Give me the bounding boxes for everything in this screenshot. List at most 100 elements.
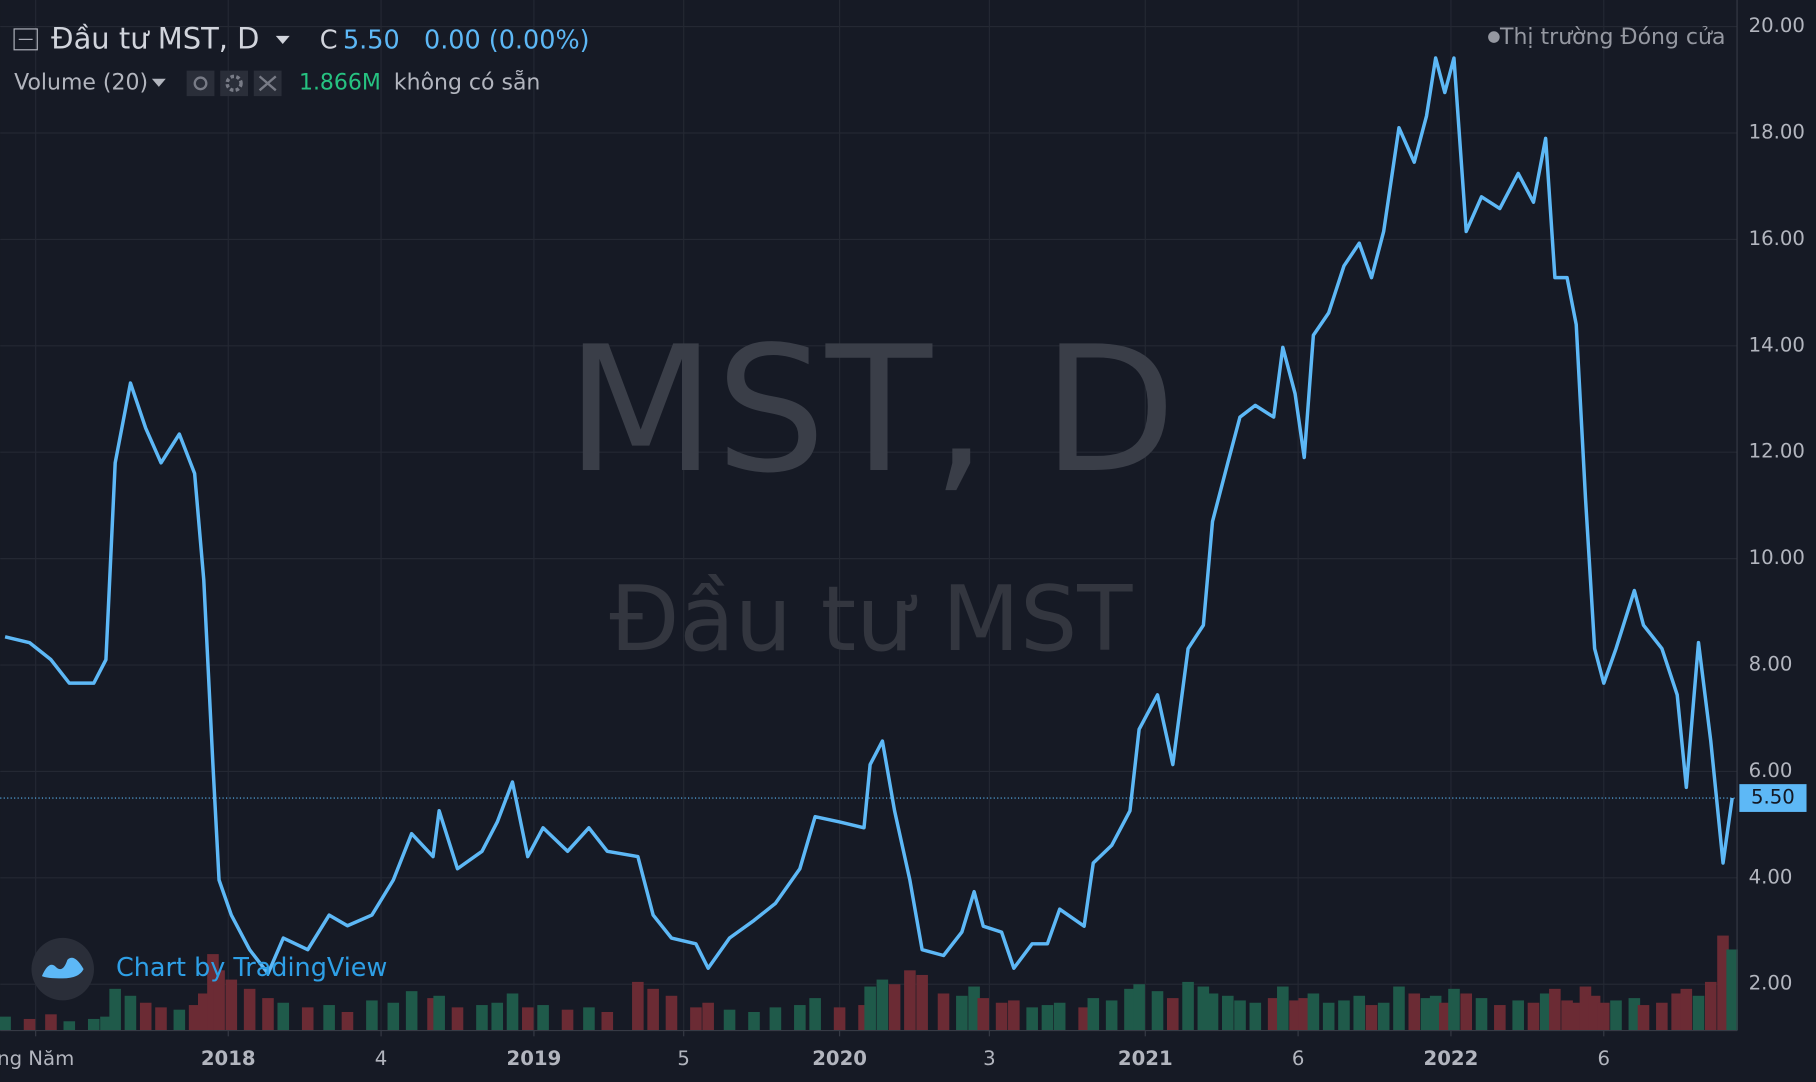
x-tick-label: 4 xyxy=(375,1047,388,1070)
volume-bar xyxy=(207,954,219,1031)
volume-bar xyxy=(1549,988,1561,1031)
y-tick-label: 20.00 xyxy=(1749,14,1805,37)
volume-bar xyxy=(665,995,678,1031)
volume-bar xyxy=(277,1002,290,1031)
volume-bar xyxy=(173,1009,186,1031)
x-tick-label: 2022 xyxy=(1424,1047,1479,1070)
dropdown-icon[interactable] xyxy=(275,35,290,44)
volume-bar xyxy=(1527,1002,1540,1031)
volume-bar xyxy=(1353,995,1366,1031)
volume-bar xyxy=(45,1014,57,1031)
x-tick-label: 2021 xyxy=(1118,1047,1173,1070)
volume-bar xyxy=(1475,998,1488,1031)
volume-bar xyxy=(0,1016,11,1031)
volume-layer xyxy=(0,935,1738,1031)
watermark: MST, D xyxy=(566,309,1176,511)
volume-bar xyxy=(1579,986,1592,1031)
volume-name[interactable]: Volume (20) xyxy=(14,70,148,95)
volume-bar xyxy=(1637,1005,1650,1031)
volume-bar xyxy=(537,1005,549,1031)
volume-bar xyxy=(301,1007,314,1031)
volume-bar xyxy=(1561,1000,1573,1031)
volume-bar xyxy=(1008,1000,1020,1031)
volume-bar xyxy=(341,1012,354,1031)
volume-bar xyxy=(1570,1002,1583,1031)
volume-bar xyxy=(63,1021,76,1031)
volume-bar xyxy=(1671,993,1683,1031)
volume-bar xyxy=(139,1002,152,1031)
volume-bar xyxy=(1133,984,1145,1031)
tradingview-logo xyxy=(41,957,84,979)
grid xyxy=(0,0,1738,1031)
volume-bar xyxy=(1680,988,1693,1031)
volume-bar xyxy=(1377,1002,1390,1031)
volume-bar xyxy=(647,988,659,1031)
volume-bar xyxy=(87,1018,100,1031)
volume-bar xyxy=(124,995,137,1031)
volume-bar xyxy=(451,1007,464,1031)
collapse-icon[interactable] xyxy=(13,28,38,51)
x-tick-label: 5 xyxy=(677,1047,690,1070)
volume-bar xyxy=(1448,988,1460,1031)
volume-bar xyxy=(1365,1005,1378,1031)
volume-bar xyxy=(1298,998,1311,1031)
volume-bar xyxy=(405,991,418,1031)
volume-bar xyxy=(809,998,821,1031)
volume-bar xyxy=(100,1016,112,1031)
volume-bar xyxy=(1182,981,1194,1031)
volume-bar xyxy=(1610,1000,1622,1031)
volume-note: không có sẵn xyxy=(394,69,540,95)
volume-bar xyxy=(243,988,256,1031)
volume-bar xyxy=(561,1009,574,1031)
volume-bar xyxy=(1267,998,1280,1031)
eye-icon xyxy=(193,76,208,91)
y-tick-label: 12.00 xyxy=(1749,440,1805,463)
volume-bar xyxy=(198,993,210,1031)
volume-bar xyxy=(1726,949,1738,1031)
volume-bar xyxy=(23,1018,36,1031)
volume-bar xyxy=(1222,995,1234,1031)
volume-bar xyxy=(506,993,519,1031)
status-dot xyxy=(1488,31,1500,43)
visibility-button[interactable] xyxy=(186,70,215,97)
volume-bar xyxy=(1494,1005,1506,1031)
price-line xyxy=(4,56,1734,976)
volume-bar xyxy=(1420,998,1433,1031)
y-tick-label: 8.00 xyxy=(1749,653,1793,676)
volume-bar xyxy=(1078,1007,1090,1031)
volume-bar xyxy=(1026,1007,1038,1031)
y-tick-label: 6.00 xyxy=(1749,759,1793,782)
dropdown-icon[interactable] xyxy=(151,78,166,87)
volume-bar xyxy=(1053,1002,1066,1031)
settings-button[interactable] xyxy=(220,70,248,97)
x-tick-label: 2019 xyxy=(507,1047,562,1070)
volume-bar xyxy=(864,986,876,1031)
credit[interactable]: Chart by TradingView xyxy=(116,953,387,983)
volume-bar xyxy=(1105,1000,1118,1031)
volume-bar xyxy=(888,984,901,1031)
volume-bar xyxy=(1439,1002,1451,1031)
volume-bar xyxy=(225,979,238,1031)
x-tick-label: 3 xyxy=(983,1047,996,1070)
volume-bar xyxy=(995,1002,1008,1031)
volume-value: 1.866M xyxy=(299,70,381,95)
volume-bar xyxy=(387,1002,400,1031)
volume-bar xyxy=(427,998,439,1031)
volume-bar xyxy=(433,995,445,1031)
volume-bar xyxy=(1197,986,1210,1031)
volume-bar xyxy=(323,1005,335,1031)
volume-bar xyxy=(769,1007,782,1031)
volume-bar xyxy=(491,1002,504,1031)
volume-bar xyxy=(213,970,225,1031)
x-tick-label: ng Năm xyxy=(0,1047,74,1070)
volume-bar xyxy=(956,995,968,1031)
volume-bar xyxy=(1588,995,1601,1031)
volume-bar xyxy=(1206,993,1219,1031)
close-value: 5.50 xyxy=(343,26,400,56)
volume-bar xyxy=(1393,986,1405,1031)
plot-layer xyxy=(0,56,1738,976)
symbol-title[interactable]: Đầu tư MST, D xyxy=(51,22,259,56)
last-price-label: 5.50 xyxy=(1751,786,1795,809)
